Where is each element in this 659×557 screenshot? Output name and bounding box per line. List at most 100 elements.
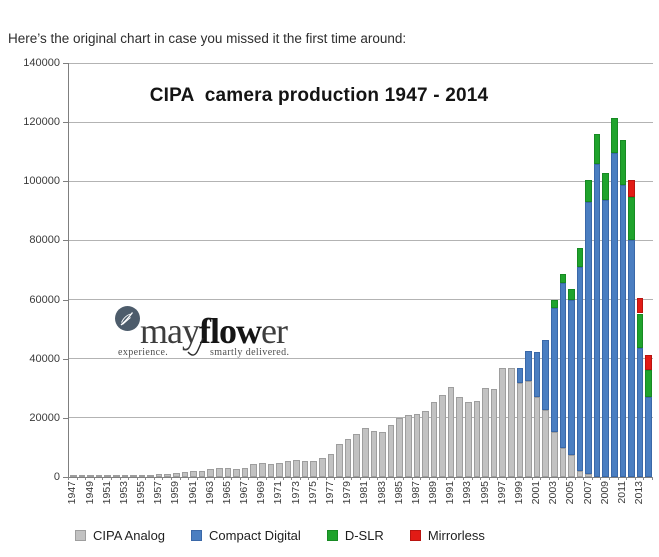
gridline-20000: [69, 417, 653, 419]
bar-1962-analog: [198, 470, 206, 477]
y-axis-label: 140000: [23, 57, 60, 69]
x-axis-label-2005: 2005: [564, 481, 577, 505]
bar-1956-analog: [147, 474, 154, 477]
x-tick: [274, 477, 276, 480]
bar-1977-analog: [327, 453, 335, 477]
bar-2012-dslr: [628, 196, 635, 241]
bar-2003-dslr: [550, 300, 558, 308]
chart-legend: CIPA Analog Compact Digital D-SLR Mirrorles…: [75, 528, 485, 543]
bar-1951-analog: [104, 475, 111, 477]
bar-2014-mirrorless: [645, 354, 652, 370]
x-tick: [471, 477, 473, 480]
legend-label-analog: CIPA Analog: [93, 528, 166, 543]
bar-1954-analog: [130, 475, 137, 477]
bar-2002-compact: [542, 339, 549, 411]
x-axis-label-1969: 1969: [255, 481, 268, 505]
bar-1998-analog: [508, 368, 515, 477]
x-axis-label-1965: 1965: [220, 481, 233, 505]
x-tick: [531, 477, 533, 480]
bar-1971-analog: [276, 462, 283, 477]
x-tick: [317, 477, 319, 480]
bar-2002-analog: [542, 410, 549, 477]
tagline-experience: experience.: [118, 347, 169, 358]
bar-1947-analog: [70, 475, 77, 477]
x-tick: [497, 477, 499, 480]
x-tick: [445, 477, 447, 480]
x-tick: [548, 477, 550, 480]
bar-1995-analog: [482, 387, 489, 477]
y-axis-label: 80000: [29, 234, 60, 247]
x-axis-label-1989: 1989: [427, 481, 439, 505]
gridline-120000: [69, 121, 653, 123]
x-tick: [626, 477, 628, 480]
x-tick: [385, 477, 387, 480]
bar-1980-analog: [353, 433, 360, 477]
x-tick: [248, 477, 250, 480]
x-tick: [463, 477, 465, 480]
x-tick: [325, 477, 327, 480]
y-tick: [63, 477, 68, 478]
bar-2012-compact: [628, 240, 635, 477]
mayflower-watermark: mayflower experience. smartly delivered.: [112, 302, 332, 364]
x-tick: [214, 477, 215, 480]
bar-1948-analog: [78, 475, 86, 477]
x-tick: [583, 477, 585, 480]
bar-1992-analog: [456, 397, 464, 477]
legend-swatch-mirrorless: [409, 530, 421, 541]
mayflower-wordmark: mayflower: [140, 313, 288, 349]
bar-1970-analog: [267, 464, 275, 477]
x-tick: [231, 477, 233, 480]
legend-label-dslr: D-SLR: [344, 528, 384, 543]
bar-1979-analog: [344, 439, 352, 477]
legend-item-mirrorless: Mirrorless: [409, 528, 485, 543]
bar-2013-dslr: [636, 313, 644, 349]
bar-2007-compact: [585, 202, 592, 475]
legend-label-compact: Compact Digital: [209, 528, 301, 543]
bar-2014-compact: [645, 396, 652, 477]
legend-swatch-analog: [75, 530, 86, 541]
x-axis-label-1991: 1991: [444, 481, 457, 505]
legend-swatch-compact: [191, 530, 203, 541]
bar-1955-analog: [138, 474, 146, 477]
bar-2008-compact: [593, 163, 601, 477]
x-tick: [239, 477, 241, 480]
bar-2013-mirrorless: [636, 298, 644, 314]
x-axis-label-1979: 1979: [341, 481, 354, 505]
x-tick: [351, 477, 353, 480]
bar-2006-analog: [576, 471, 584, 477]
bar-1984-analog: [387, 424, 395, 477]
bar-1957-analog: [155, 474, 163, 477]
bar-1996-analog: [490, 388, 498, 477]
x-axis-label-1985: 1985: [392, 481, 405, 505]
x-tick: [617, 477, 619, 480]
bar-2006-compact: [576, 267, 584, 472]
y-axis-label: 40000: [29, 352, 60, 365]
bar-1963-analog: [207, 469, 214, 477]
bar-1965-analog: [224, 468, 232, 477]
x-tick: [153, 477, 155, 480]
x-tick: [265, 477, 267, 480]
x-tick: [85, 477, 87, 480]
bar-2003-compact: [550, 307, 558, 432]
y-tick: [63, 417, 68, 419]
x-tick: [523, 477, 525, 480]
bar-2007-dslr: [585, 180, 592, 202]
y-axis-label: 100000: [23, 175, 60, 188]
bar-2003-analog: [550, 431, 558, 477]
y-tick: [63, 63, 68, 64]
intro-text: Here’s the original chart in case you mi…: [8, 30, 407, 46]
gridline-140000: [69, 62, 653, 64]
x-tick: [282, 477, 284, 480]
x-tick: [591, 477, 593, 480]
x-axis-label-1947: 1947: [66, 481, 79, 505]
bar-1950-analog: [95, 475, 103, 477]
bar-1949-analog: [87, 475, 94, 477]
bar-1964-analog: [216, 467, 223, 477]
bar-1972-analog: [284, 461, 292, 477]
bar-1999-analog: [516, 383, 524, 477]
tagline-smartly-delivered: smartly delivered.: [210, 347, 290, 358]
x-tick: [93, 477, 95, 480]
x-tick: [110, 477, 112, 480]
bar-2007-analog: [585, 474, 592, 477]
y-axis-label: 60000: [29, 293, 60, 306]
